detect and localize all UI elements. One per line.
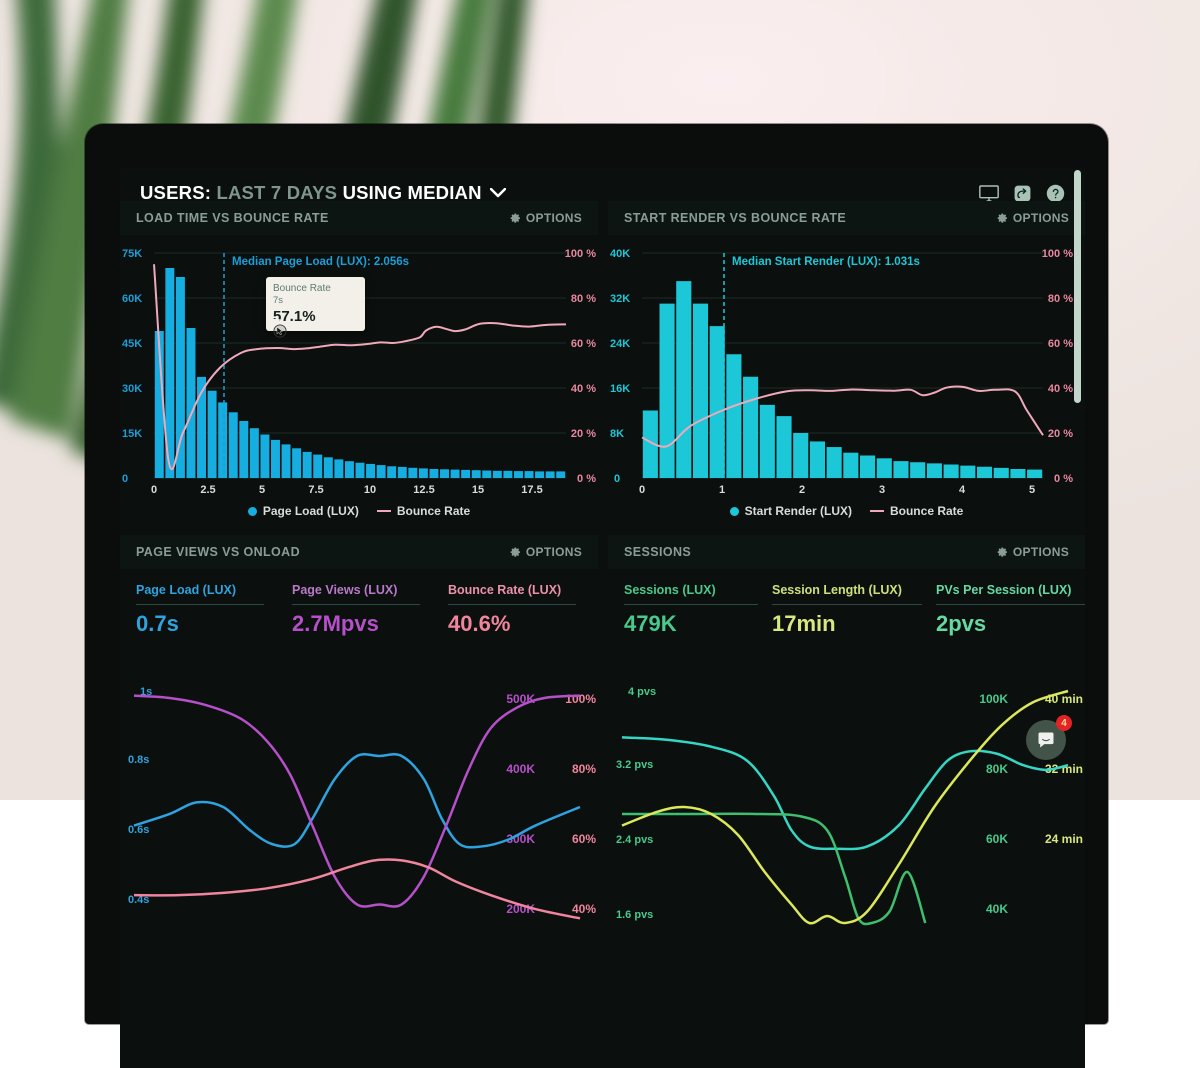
- svg-text:4: 4: [959, 484, 966, 496]
- svg-text:80 %: 80 %: [1048, 293, 1073, 305]
- svg-text:40%: 40%: [572, 902, 596, 916]
- svg-text:80K: 80K: [986, 762, 1008, 776]
- svg-text:60 %: 60 %: [571, 338, 596, 350]
- svg-text:2: 2: [799, 484, 805, 496]
- svg-text:1: 1: [719, 484, 725, 496]
- svg-text:0 %: 0 %: [1054, 473, 1073, 485]
- svg-text:60%: 60%: [572, 832, 596, 846]
- svg-text:40 min: 40 min: [1045, 692, 1083, 706]
- svg-text:4 pvs: 4 pvs: [628, 686, 656, 698]
- svg-text:100 %: 100 %: [1042, 248, 1073, 260]
- svg-text:60K: 60K: [122, 293, 142, 305]
- svg-text:0.6s: 0.6s: [128, 824, 149, 836]
- svg-text:3.2 pvs: 3.2 pvs: [616, 759, 653, 771]
- svg-text:24K: 24K: [610, 338, 630, 350]
- svg-text:0: 0: [151, 484, 157, 496]
- svg-text:60K: 60K: [986, 832, 1008, 846]
- svg-text:15K: 15K: [122, 428, 142, 440]
- svg-text:10: 10: [364, 484, 376, 496]
- svg-text:0: 0: [122, 473, 128, 485]
- svg-text:5: 5: [1029, 484, 1035, 496]
- svg-text:80 %: 80 %: [571, 293, 596, 305]
- svg-text:3: 3: [879, 484, 885, 496]
- svg-text:20 %: 20 %: [1048, 428, 1073, 440]
- svg-text:40 %: 40 %: [571, 383, 596, 395]
- svg-text:100%: 100%: [565, 692, 596, 706]
- svg-text:30K: 30K: [122, 383, 142, 395]
- svg-text:60 %: 60 %: [1048, 338, 1073, 350]
- svg-text:24 min: 24 min: [1045, 832, 1083, 846]
- svg-text:80%: 80%: [572, 762, 596, 776]
- svg-text:1.6 pvs: 1.6 pvs: [616, 909, 653, 921]
- svg-text:2.5: 2.5: [200, 484, 215, 496]
- svg-text:0 %: 0 %: [577, 473, 596, 485]
- svg-text:0: 0: [614, 473, 620, 485]
- svg-text:17.5: 17.5: [521, 484, 542, 496]
- svg-text:7.5: 7.5: [308, 484, 323, 496]
- svg-text:2.4 pvs: 2.4 pvs: [616, 834, 653, 846]
- svg-text:100 %: 100 %: [565, 248, 596, 260]
- svg-text:20 %: 20 %: [571, 428, 596, 440]
- svg-text:0.8s: 0.8s: [128, 754, 149, 766]
- svg-text:Median Page Load (LUX): 2.056s: Median Page Load (LUX): 2.056s: [232, 256, 409, 268]
- svg-text:8K: 8K: [610, 428, 624, 440]
- svg-text:45K: 45K: [122, 338, 142, 350]
- svg-text:100K: 100K: [979, 692, 1008, 706]
- svg-text:12.5: 12.5: [413, 484, 434, 496]
- svg-text:75K: 75K: [122, 248, 142, 260]
- svg-text:15: 15: [472, 484, 484, 496]
- svg-text:Median Start Render (LUX): 1.0: Median Start Render (LUX): 1.031s: [732, 256, 920, 268]
- svg-text:0: 0: [639, 484, 645, 496]
- svg-text:40K: 40K: [610, 248, 630, 260]
- svg-text:40K: 40K: [986, 902, 1008, 916]
- svg-text:500K: 500K: [506, 692, 535, 706]
- svg-text:5: 5: [259, 484, 265, 496]
- svg-text:40 %: 40 %: [1048, 383, 1073, 395]
- svg-text:400K: 400K: [506, 762, 535, 776]
- svg-text:16K: 16K: [610, 383, 630, 395]
- svg-text:32K: 32K: [610, 293, 630, 305]
